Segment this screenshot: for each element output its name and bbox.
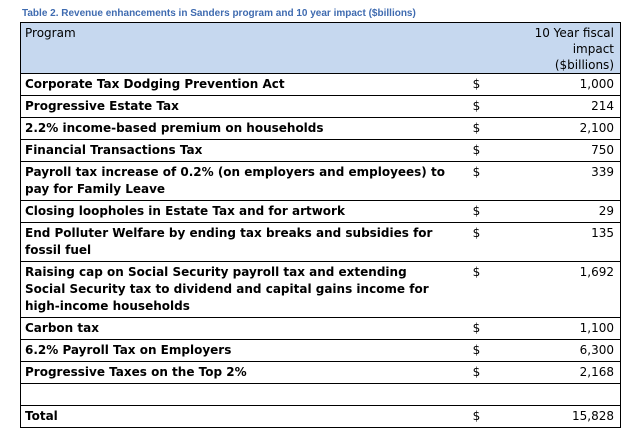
table-body: Corporate Tax Dodging Prevention Act $1,0… — [20, 73, 621, 428]
currency-cell: $ — [452, 339, 501, 362]
impact-value-cell: 2,168 — [500, 361, 621, 384]
empty-cell — [452, 383, 501, 406]
table-row: Payroll tax increase of 0.2% (on employe… — [20, 161, 621, 201]
impact-value-cell: 135 — [500, 222, 621, 262]
impact-value-cell: 1,692 — [500, 261, 621, 318]
header-impact: 10 Year fiscal impact ($billions) — [500, 22, 621, 74]
currency-cell: $ — [452, 73, 501, 96]
program-cell: Raising cap on Social Security payroll t… — [20, 261, 453, 318]
program-cell: Total — [20, 405, 453, 428]
currency-cell: $ — [452, 200, 501, 223]
currency-cell: $ — [452, 139, 501, 162]
header-program: Program — [20, 22, 453, 74]
table-row: Raising cap on Social Security payroll t… — [20, 261, 621, 318]
table-row: 6.2% Payroll Tax on Employers $6,300 — [20, 339, 621, 362]
program-cell: 2.2% income-based premium on households — [20, 117, 453, 140]
impact-value-cell: 214 — [500, 95, 621, 118]
header-impact-line2: ($billions) — [554, 58, 614, 72]
empty-cell — [500, 383, 621, 406]
impact-value-cell: 1,100 — [500, 317, 621, 340]
program-cell: End Polluter Welfare by ending tax break… — [20, 222, 453, 262]
table-row: End Polluter Welfare by ending tax break… — [20, 222, 621, 262]
currency-cell: $ — [452, 261, 501, 318]
currency-cell: $ — [452, 117, 501, 140]
program-cell: Payroll tax increase of 0.2% (on employe… — [20, 161, 453, 201]
table-row: Financial Transactions Tax $750 — [20, 139, 621, 162]
impact-value-cell: 2,100 — [500, 117, 621, 140]
impact-value-cell: 1,000 — [500, 73, 621, 96]
program-cell: Progressive Estate Tax — [20, 95, 453, 118]
table-header-row: Program 10 Year fiscal impact ($billions… — [20, 22, 621, 74]
table-row: Closing loopholes in Estate Tax and for … — [20, 200, 621, 223]
table-row: 2.2% income-based premium on households $… — [20, 117, 621, 140]
program-cell: Closing loopholes in Estate Tax and for … — [20, 200, 453, 223]
currency-cell: $ — [452, 161, 501, 201]
empty-row — [20, 383, 621, 406]
program-cell: Progressive Taxes on the Top 2% — [20, 361, 453, 384]
table-row: Progressive Estate Tax $214 — [20, 95, 621, 118]
program-cell: Financial Transactions Tax — [20, 139, 453, 162]
header-currency-spacer — [452, 22, 501, 74]
program-cell: Carbon tax — [20, 317, 453, 340]
impact-value-cell: 15,828 — [500, 405, 621, 428]
total-row: Total $15,828 — [20, 405, 621, 428]
program-cell: Corporate Tax Dodging Prevention Act — [20, 73, 453, 96]
revenue-table: Program 10 Year fiscal impact ($billions… — [20, 22, 621, 428]
impact-value-cell: 29 — [500, 200, 621, 223]
currency-cell: $ — [452, 317, 501, 340]
table-caption: Table 2. Revenue enhancements in Sanders… — [22, 8, 416, 19]
program-cell: 6.2% Payroll Tax on Employers — [20, 339, 453, 362]
header-impact-line1: 10 Year fiscal impact — [534, 26, 614, 56]
currency-cell: $ — [452, 95, 501, 118]
currency-cell: $ — [452, 361, 501, 384]
currency-cell: $ — [452, 405, 501, 428]
table-row: Progressive Taxes on the Top 2% $2,168 — [20, 361, 621, 384]
table-row: Corporate Tax Dodging Prevention Act $1,0… — [20, 73, 621, 96]
table-row: Carbon tax $1,100 — [20, 317, 621, 340]
impact-value-cell: 6,300 — [500, 339, 621, 362]
empty-cell — [20, 383, 453, 406]
impact-value-cell: 339 — [500, 161, 621, 201]
impact-value-cell: 750 — [500, 139, 621, 162]
currency-cell: $ — [452, 222, 501, 262]
